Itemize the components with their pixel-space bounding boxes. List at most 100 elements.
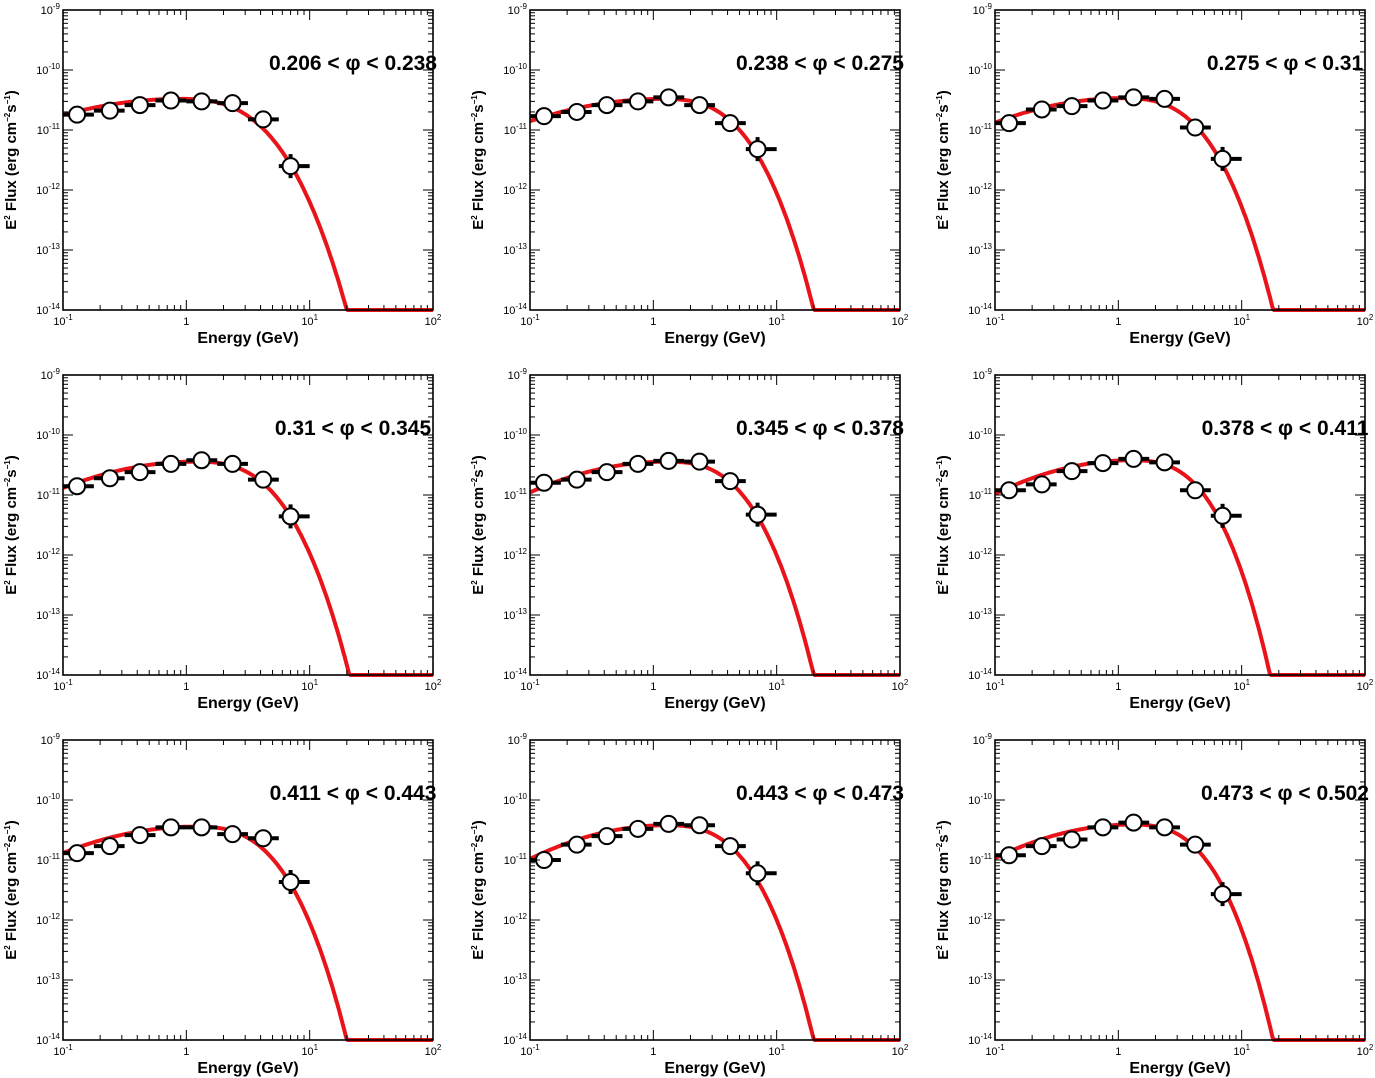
data-point	[281, 507, 300, 526]
y-axis-label: E2 Flux (erg cm−2s−1)	[935, 820, 952, 959]
data-point	[254, 470, 273, 489]
x-tick-label: 101	[768, 1043, 785, 1058]
data-point	[1186, 835, 1205, 854]
x-tick-label: 102	[892, 1043, 909, 1058]
spectrum-panel: 10-1 1 101 10210-910-1010-1110-1210-1310-14…	[470, 367, 909, 712]
y-tick-label: 10-11	[37, 487, 61, 502]
x-tick-label: 102	[1357, 313, 1374, 328]
y-axis-label: E2 Flux (erg cm−2s−1)	[3, 90, 20, 229]
x-axis-label: Energy (GeV)	[664, 1060, 765, 1077]
x-axis-label: Energy (GeV)	[197, 695, 298, 712]
phase-annotation: 0.206 < φ < 0.238	[269, 52, 437, 75]
y-axis-label: E2 Flux (erg cm−2s−1)	[470, 455, 487, 594]
model-curve	[62, 459, 434, 677]
x-tick-label: 101	[301, 313, 318, 328]
model-curve	[529, 459, 901, 677]
plot-frame	[529, 374, 901, 676]
data-point	[223, 94, 242, 113]
plot-frame	[529, 739, 901, 1041]
data-point	[68, 105, 87, 124]
model-curve	[62, 824, 434, 1042]
phase-annotation: 0.473 < φ < 0.502	[1201, 782, 1369, 805]
data-point	[690, 96, 709, 115]
y-tick-label: 10-14	[503, 667, 527, 682]
data-point	[1155, 818, 1174, 837]
y-tick-label: 10-13	[968, 242, 992, 257]
data-point	[192, 92, 211, 111]
x-tick-label: 102	[425, 313, 442, 328]
data-point	[597, 463, 616, 482]
data-point	[1093, 454, 1112, 473]
y-tick-label: 10-11	[969, 852, 993, 867]
y-tick-label: 10-13	[503, 607, 527, 622]
x-tick-label: 1	[1115, 316, 1121, 328]
x-axis-label: Energy (GeV)	[1129, 695, 1230, 712]
y-tick-label: 10-12	[968, 182, 992, 197]
y-tick-label: 10-11	[37, 852, 61, 867]
plot-frame	[62, 374, 434, 676]
y-tick-label: 10-12	[36, 182, 60, 197]
x-tick-label: 10-1	[985, 678, 1005, 693]
phase-annotation: 0.345 < φ < 0.378	[736, 417, 904, 440]
data-point	[1155, 89, 1174, 108]
y-tick-label: 10-13	[968, 607, 992, 622]
data-point	[130, 826, 149, 845]
data-point	[1124, 88, 1143, 107]
y-tick-label: 10-14	[968, 667, 992, 682]
data-point	[1186, 118, 1205, 137]
spectrum-panel: 10-1 1 101 10210-910-1010-1110-1210-1310-14…	[470, 732, 909, 1077]
model-curve	[529, 96, 901, 312]
y-tick-label: 10-13	[503, 242, 527, 257]
data-point	[130, 96, 149, 115]
data-point	[1124, 449, 1143, 468]
y-tick-label: 10-13	[36, 972, 60, 987]
y-tick-label: 10-14	[503, 302, 527, 317]
y-tick-label: 10-10	[36, 62, 60, 77]
data-point	[223, 454, 242, 473]
data-point	[68, 844, 87, 863]
y-tick-label: 10-10	[503, 427, 527, 442]
y-tick-label: 10-9	[41, 2, 61, 17]
data-point	[628, 819, 647, 838]
data-point	[748, 140, 767, 159]
y-tick-label: 10-13	[968, 972, 992, 987]
y-tick-label: 10-9	[508, 732, 528, 747]
y-tick-label: 10-14	[36, 667, 60, 682]
x-tick-label: 101	[1233, 1043, 1250, 1058]
data-point	[1213, 885, 1232, 904]
phase-annotation: 0.411 < φ < 0.443	[270, 782, 437, 805]
data-point	[535, 107, 554, 126]
spectrum-panel: 10-1 1 101 10210-910-1010-1110-1210-1310-14…	[470, 2, 909, 347]
data-point	[567, 835, 586, 854]
x-tick-label: 10-1	[53, 678, 73, 693]
phase-annotation: 0.275 < φ < 0.31	[1207, 52, 1364, 75]
data-point	[1062, 97, 1081, 116]
data-point	[68, 477, 87, 496]
data-point	[690, 452, 709, 471]
x-axis-label: Energy (GeV)	[197, 330, 298, 347]
y-tick-label: 10-14	[503, 1032, 527, 1047]
data-point	[100, 837, 119, 856]
y-tick-label: 10-10	[36, 427, 60, 442]
x-tick-label: 1	[1115, 1046, 1121, 1058]
y-tick-label: 10-14	[968, 302, 992, 317]
x-tick-label: 1	[1115, 681, 1121, 693]
data-point	[100, 101, 119, 120]
data-point	[628, 92, 647, 111]
data-point	[192, 818, 211, 837]
plot-frame	[62, 9, 434, 311]
y-tick-label: 10-9	[508, 2, 528, 17]
y-tick-label: 10-14	[36, 302, 60, 317]
y-tick-label: 10-9	[973, 367, 993, 382]
plot-frame	[994, 739, 1366, 1041]
y-tick-label: 10-12	[36, 912, 60, 927]
x-axis-label: Energy (GeV)	[1129, 1060, 1230, 1077]
data-point	[690, 816, 709, 835]
model-curve	[994, 458, 1366, 677]
x-tick-label: 101	[301, 678, 318, 693]
y-tick-label: 10-14	[36, 1032, 60, 1047]
x-tick-label: 101	[768, 313, 785, 328]
data-point	[1000, 846, 1019, 865]
y-tick-label: 10-9	[41, 367, 61, 382]
data-point	[659, 88, 678, 107]
